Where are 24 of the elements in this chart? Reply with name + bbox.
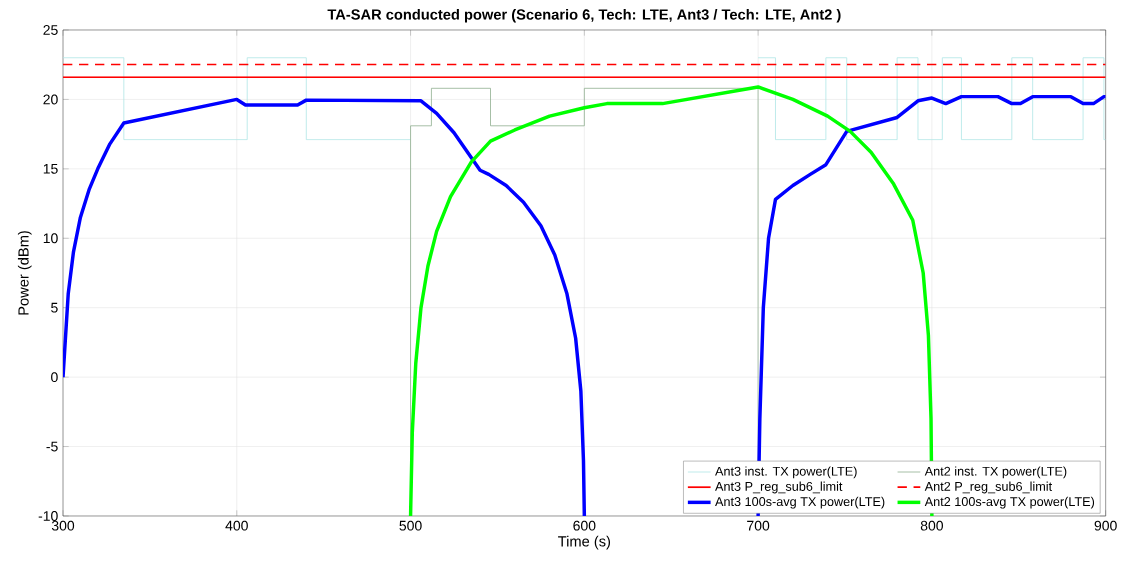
x-tick-label: 300 [51, 520, 75, 531]
x-tick-label: 800 [920, 520, 944, 531]
x-tick-label: 700 [747, 520, 770, 531]
legend-label: Ant3 100s-avg TX power(LTE) [715, 496, 885, 509]
y-tick-label: 25 [43, 25, 58, 35]
x-tick-label: 400 [225, 520, 248, 531]
y-tick-label: 20 [43, 94, 58, 105]
y-tick-label: 5 [51, 302, 58, 313]
legend-label: Ant2 P_reg_sub6_limit [924, 481, 1053, 494]
x-axis-title: Time (s) [558, 535, 611, 550]
y-tick-label: 0 [51, 372, 58, 383]
y-tick-label: 15 [43, 163, 58, 174]
legend-label: Ant3 inst. TX power(LTE) [715, 466, 857, 479]
legend-label: Ant2 inst. TX power(LTE) [924, 466, 1067, 479]
y-axis-title: Power (dBm) [17, 231, 32, 315]
y-tick-label: -5 [46, 441, 58, 452]
y-tick-label: -10 [38, 511, 58, 521]
x-tick-label: 500 [399, 520, 422, 531]
y-tick-label: 10 [43, 233, 58, 244]
legend-label: Ant2 100s-avg TX power(LTE) [924, 496, 1095, 509]
x-tick-label: 900 [1094, 520, 1117, 531]
chart-title: TA-SAR conducted power (Scenario 6, Tech: LTE, Ant3 / Tech: LTE, Ant2 ) [327, 8, 841, 23]
x-tick-label: 600 [573, 520, 596, 531]
legend-label: Ant3 P_reg_sub6_limit [715, 481, 843, 494]
